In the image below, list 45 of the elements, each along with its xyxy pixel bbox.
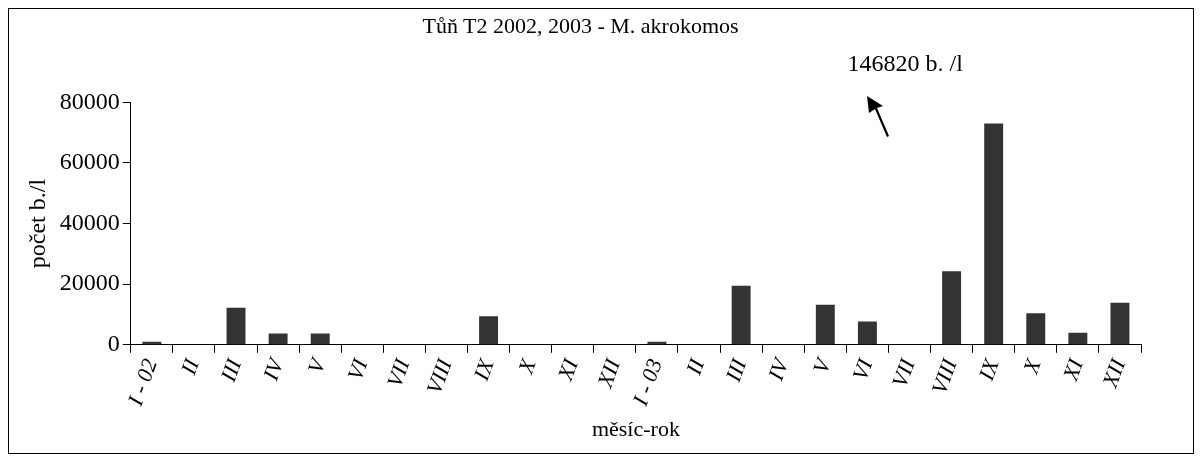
x-tick-label: VIII [421, 353, 458, 398]
bar [1110, 302, 1130, 345]
bar [1026, 313, 1046, 345]
x-tick-label: I - 03 [626, 355, 668, 410]
x-tick-label: II [680, 353, 710, 379]
bar [1068, 332, 1088, 345]
bar [815, 304, 835, 345]
x-tick-label: II [175, 353, 205, 379]
x-tick-label: XII [1096, 353, 1131, 392]
x-tick-label: VII [886, 353, 921, 391]
text: 146820 b. /l [847, 49, 963, 76]
x-tick-label: VII [381, 353, 416, 391]
x-tick-label: X [512, 353, 542, 378]
x-tick-label: XI [551, 353, 584, 385]
bar [479, 316, 499, 345]
bar [942, 271, 962, 345]
bar [226, 307, 246, 345]
x-tick-label: VI [341, 353, 374, 384]
x-tick-label: I - 02 [121, 355, 162, 410]
x-axis-title: měsíc-rok [591, 415, 680, 441]
x-tick-label: IV [762, 353, 795, 385]
x-tick-label: IX [467, 353, 500, 385]
y-tick-label: 0 [107, 330, 120, 357]
x-tick-label: VIII [926, 353, 963, 398]
y-tick-label: 80000 [59, 87, 120, 114]
bar [310, 333, 330, 345]
bar [731, 285, 751, 345]
x-tick-label: XI [1057, 353, 1089, 385]
x-tick-label: V [302, 353, 332, 377]
x-tick-label: IX [972, 353, 1005, 385]
x-tick-label: XII [591, 353, 626, 392]
x-tick-label: VI [846, 353, 879, 384]
x-tick-label: III [719, 353, 752, 386]
y-tick-label: 20000 [59, 269, 120, 296]
x-tick-label: X [1017, 353, 1047, 378]
x-tick-label: III [214, 353, 247, 386]
y-tick-label: 60000 [59, 148, 120, 175]
bar [984, 123, 1004, 345]
y-axis-title: počet b./l [23, 178, 50, 269]
x-tick-label: V [807, 353, 837, 377]
y-tick-label: 40000 [59, 208, 120, 235]
chart-title: Tůň T2 2002, 2003 - M. akrokomos [422, 12, 739, 38]
bar [268, 333, 288, 345]
bar [857, 321, 877, 345]
x-tick-label: IV [257, 353, 290, 385]
